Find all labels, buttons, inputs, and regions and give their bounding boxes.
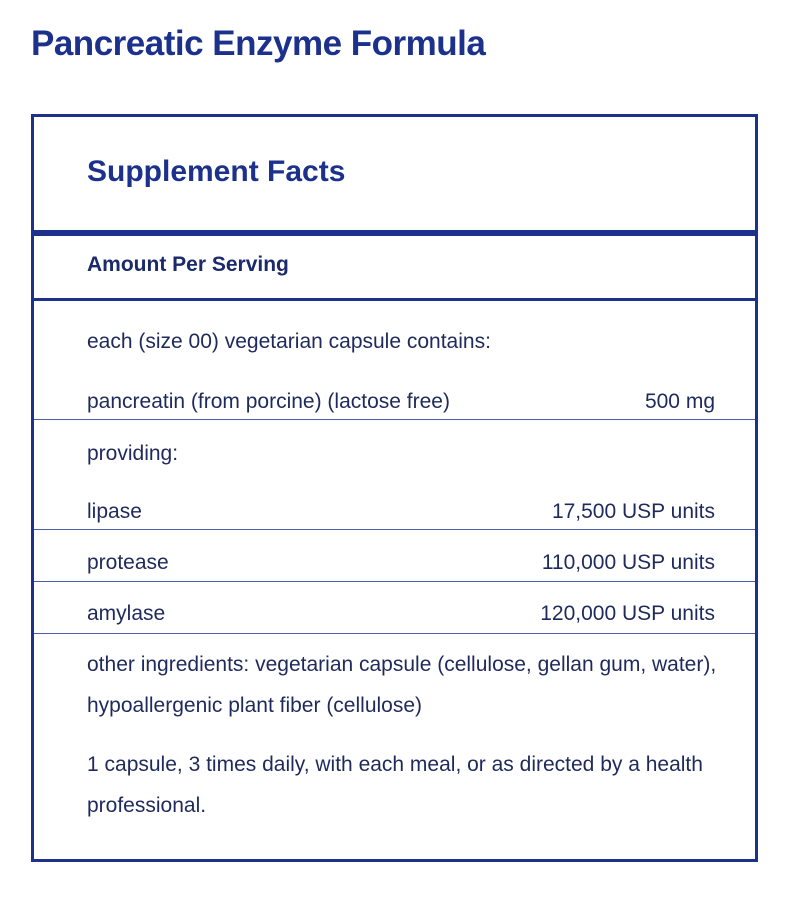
ingredient-name: pancreatin (from porcine) (lactose free) [87, 390, 450, 413]
ingredient-row: pancreatin (from porcine) (lactose free)… [87, 390, 715, 414]
amount-per-serving-label: Amount Per Serving [87, 253, 289, 276]
ingredient-row: lipase 17,500 USP units [87, 500, 715, 524]
divider [34, 298, 755, 301]
panel-heading: Supplement Facts [87, 155, 346, 188]
thick-divider [34, 230, 755, 236]
ingredient-amount: 120,000 USP units [540, 602, 715, 625]
other-ingredients: other ingredients: vegetarian capsule (c… [87, 653, 717, 717]
directions: 1 capsule, 3 times daily, with each meal… [87, 753, 703, 817]
ingredient-row: amylase 120,000 USP units [87, 602, 715, 626]
ingredient-amount: 500 mg [644, 390, 715, 413]
divider [34, 633, 755, 634]
page-title: Pancreatic Enzyme Formula [31, 24, 486, 63]
supplement-facts-panel: Supplement Facts Amount Per Serving each… [31, 114, 758, 862]
divider [34, 581, 755, 582]
ingredient-row: protease 110,000 USP units [87, 551, 715, 575]
ingredient-name: lipase [87, 500, 142, 523]
ingredient-amount: 110,000 USP units [541, 551, 715, 574]
providing-label: providing: [87, 442, 179, 465]
serving-note: each (size 00) vegetarian capsule contai… [87, 330, 491, 353]
divider [34, 529, 755, 530]
ingredient-name: protease [87, 551, 169, 574]
divider [34, 419, 755, 420]
ingredient-amount: 17,500 USP units [551, 500, 715, 523]
ingredient-name: amylase [87, 602, 166, 625]
